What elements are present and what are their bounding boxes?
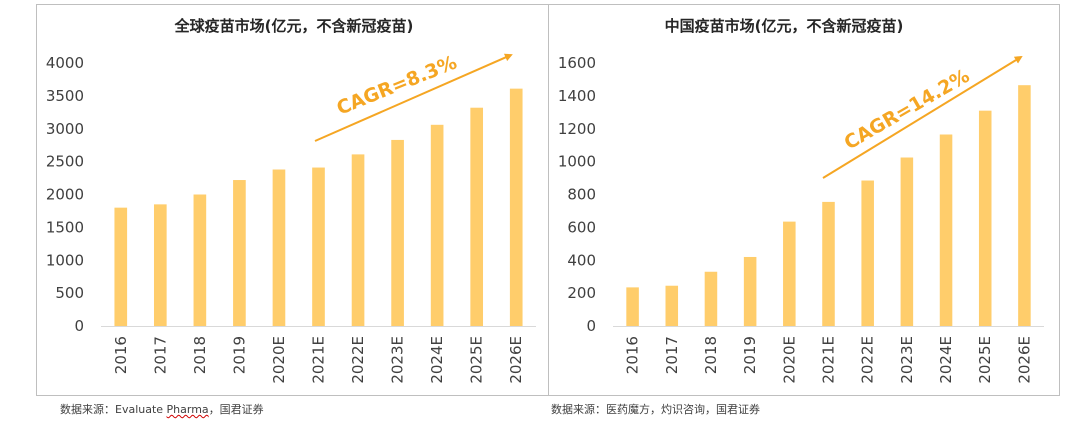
y-tick-label: 1500 (46, 218, 84, 236)
x-tick-label: 2017 (151, 336, 169, 374)
y-tick-label: 200 (567, 284, 596, 302)
x-tick-label: 2026E (1015, 336, 1033, 384)
cagr-arrow (822, 55, 1023, 179)
source-note-right: 数据来源：医药魔方，灼识咨询，国君证券 (551, 403, 760, 416)
bar (193, 194, 207, 326)
cagr-annotation: CAGR=14.2% (841, 65, 974, 154)
bar (114, 207, 128, 326)
x-tick-label: 2017 (663, 336, 681, 374)
y-tick-label: 500 (55, 284, 84, 302)
bar (626, 287, 639, 326)
y-tick-label: 1400 (558, 87, 596, 105)
source-note-left: 数据来源：Evaluate Pharma，国君证券 (60, 401, 264, 417)
china-vaccine-chart-panel: 中国疫苗市场(亿元，不含新冠疫苗) 0 200 400 600 800 1000 1200 14… (548, 4, 1060, 396)
x-tick-label: 2022E (859, 336, 877, 384)
bar (939, 134, 953, 326)
x-tick-label: 2021E (820, 336, 838, 384)
global-vaccine-chart-panel: 全球疫苗市场(亿元，不含新冠疫苗) 0 500 1000 1500 2000 2500 300… (36, 4, 550, 396)
source-underlined: Pharma (166, 403, 209, 416)
x-tick-label: 2024E (428, 336, 446, 384)
y-tick-label: 1600 (558, 54, 596, 72)
y-tick-label: 1200 (558, 120, 596, 138)
bar (978, 110, 992, 326)
bar (391, 139, 404, 326)
y-tick-label: 400 (567, 251, 596, 269)
y-tick-label: 3500 (46, 87, 84, 105)
x-tick-label: 2019 (230, 336, 248, 374)
bar (430, 124, 444, 327)
x-tick-label: 2023E (898, 336, 916, 384)
chart-title: 全球疫苗市场(亿元，不含新冠疫苗) (174, 17, 414, 35)
china-vaccine-chart: 中国疫苗市场(亿元，不含新冠疫苗) 0 200 400 600 800 1000 1200 14… (558, 17, 1044, 384)
y-tick-label: 600 (567, 218, 596, 236)
x-tick-label: 2026E (507, 336, 525, 384)
bar (743, 256, 757, 326)
source-prefix: 数据来源： (60, 403, 115, 416)
x-tick-label: 2024E (937, 336, 955, 384)
x-tick-label: 2018 (702, 336, 720, 374)
source-suffix: ，国君证券 (208, 403, 264, 416)
y-tick-label: 1000 (558, 153, 596, 171)
x-tick-label: 2022E (349, 336, 367, 384)
bar (822, 201, 835, 326)
bar (312, 167, 325, 326)
y-tick-label: 4000 (46, 54, 84, 72)
x-tick-label: 2023E (389, 336, 407, 384)
bar (470, 107, 484, 327)
y-tick-label: 3000 (46, 120, 84, 138)
x-tick-label: 2018 (191, 336, 209, 374)
y-tick-label: 0 (74, 317, 84, 335)
bar (153, 204, 167, 326)
bar (351, 154, 365, 326)
bar (861, 180, 874, 326)
bar (1018, 85, 1031, 326)
y-tick-label: 0 (586, 317, 596, 335)
bar (783, 221, 796, 326)
x-tick-label: 2016 (112, 336, 130, 374)
x-tick-label: 2020E (780, 336, 798, 384)
x-tick-label: 2016 (624, 336, 642, 374)
x-tick-label: 2020E (270, 336, 288, 384)
source-main: Evaluate (115, 403, 167, 416)
x-tick-label: 2025E (976, 336, 994, 384)
bar (704, 271, 718, 326)
y-tick-label: 1000 (46, 251, 84, 269)
bar (233, 180, 246, 326)
global-vaccine-chart: 全球疫苗市场(亿元，不含新冠疫苗) 0 500 1000 1500 2000 2500 300… (46, 17, 536, 384)
bar (665, 285, 679, 326)
bar (509, 88, 523, 326)
x-tick-label: 2025E (468, 336, 486, 384)
cagr-arrow (314, 53, 513, 142)
y-tick-label: 2000 (46, 186, 84, 204)
y-tick-label: 800 (567, 186, 596, 204)
y-tick-label: 2500 (46, 153, 84, 171)
bar (272, 169, 286, 326)
bar (900, 157, 914, 326)
x-tick-label: 2019 (741, 336, 759, 374)
chart-title: 中国疫苗市场(亿元，不含新冠疫苗) (665, 17, 904, 35)
x-tick-label: 2021E (310, 336, 328, 384)
